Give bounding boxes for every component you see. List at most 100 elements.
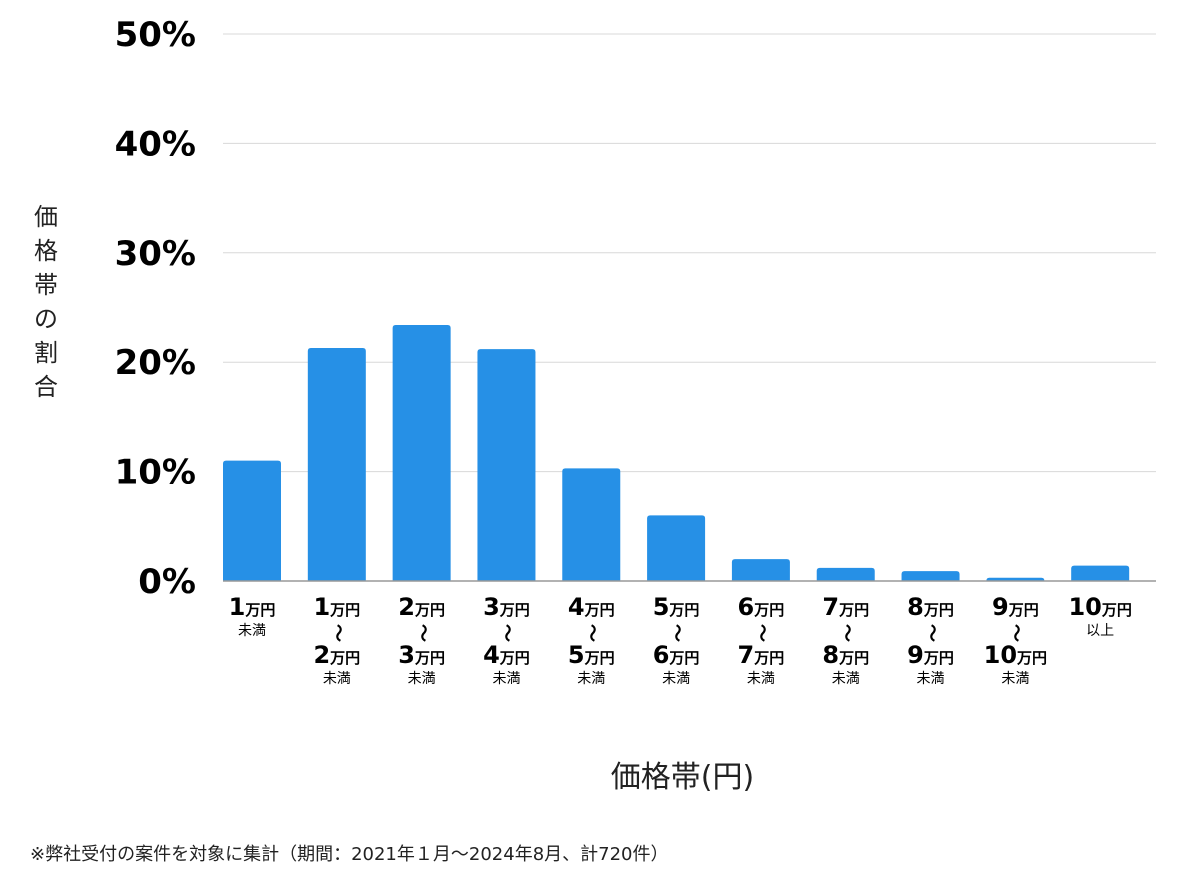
range-from: 6万円 — [719, 595, 803, 623]
bar — [986, 577, 1045, 581]
tilde-row: 〜 — [295, 623, 379, 643]
amount: 6 — [652, 641, 670, 669]
range-from: 9万円 — [973, 595, 1057, 623]
unit: 万円 — [923, 601, 954, 619]
unit: 万円 — [923, 649, 954, 667]
tilde-row: 〜 — [719, 623, 803, 643]
amount: 5 — [567, 641, 585, 669]
qualifier: 未満 — [746, 671, 775, 687]
tilde-row: 〜 — [804, 623, 888, 643]
bar — [392, 325, 451, 581]
bar — [816, 567, 875, 581]
footnote: ※弊社受付の案件を対象に集計（期間：2021年１月〜2024年8月、計720件） — [30, 844, 669, 865]
range-from: 7万円 — [804, 595, 888, 623]
bar — [647, 515, 706, 581]
x-tick-label: 7万円〜 8万円 未満 — [804, 595, 888, 688]
y-tick-label: 30% — [115, 234, 196, 274]
unit: 万円 — [669, 601, 700, 619]
tilde: 〜 — [835, 624, 857, 642]
range-to: 4万円 — [464, 643, 548, 671]
unit: 万円 — [1017, 649, 1048, 667]
bar — [307, 347, 366, 581]
bar — [223, 460, 281, 581]
tilde: 〜 — [411, 624, 433, 642]
tilde: 〜 — [326, 624, 348, 642]
x-axis-label: 価格帯(円) — [610, 760, 755, 795]
unit: 万円 — [414, 649, 445, 667]
bar — [477, 349, 536, 581]
unit: 万円 — [499, 649, 530, 667]
y-tick-label: 40% — [115, 124, 196, 164]
tilde: 〜 — [496, 624, 518, 642]
y-tick-label: 10% — [115, 453, 196, 493]
qualifier: 未満 — [831, 671, 860, 687]
bar — [901, 571, 960, 581]
range-from: 10万円 — [1058, 595, 1142, 623]
tilde: 〜 — [920, 624, 942, 642]
unit: 万円 — [754, 601, 785, 619]
amount: 5 — [652, 593, 670, 621]
range-to: 5万円 — [549, 643, 633, 671]
amount: 1 — [313, 593, 331, 621]
bar — [731, 559, 790, 581]
amount: 7 — [822, 593, 840, 621]
tilde: 〜 — [1005, 624, 1027, 642]
tilde-row: 〜 — [973, 623, 1057, 643]
unit: 万円 — [669, 649, 700, 667]
amount: 4 — [483, 641, 500, 669]
tilde: 〜 — [750, 624, 772, 642]
amount: 4 — [567, 593, 585, 621]
unit: 万円 — [499, 601, 530, 619]
amount: 8 — [822, 641, 840, 669]
tilde: 〜 — [666, 624, 688, 642]
tilde-row: 〜 — [380, 623, 464, 643]
range-to: 8万円 — [804, 643, 888, 671]
range-from: 5万円 — [634, 595, 718, 623]
unit: 万円 — [330, 601, 361, 619]
unit: 万円 — [584, 649, 615, 667]
x-tick-label: 2万円〜 3万円 未満 — [380, 595, 464, 688]
range-to: 3万円 — [380, 643, 464, 671]
amount: 10 — [1068, 593, 1102, 621]
qualifier: 未満 — [577, 671, 606, 687]
x-tick-label: 8万円〜 9万円 未満 — [889, 595, 973, 688]
x-tick-label: 1万円 未満 — [210, 595, 294, 640]
x-tick-label: 6万円〜 7万円 未満 — [719, 595, 803, 688]
amount: 3 — [398, 641, 415, 669]
range-to: 10万円 — [973, 643, 1057, 671]
x-tick-label: 3万円〜 4万円 未満 — [464, 595, 548, 688]
x-tick-label: 10万円 以上 — [1058, 595, 1142, 640]
range-from: 1万円 — [210, 595, 294, 623]
unit: 万円 — [1008, 601, 1039, 619]
amount: 10 — [983, 641, 1018, 669]
bar — [562, 468, 621, 581]
amount: 9 — [992, 593, 1009, 621]
y-axis-label: 価格帯の割合 — [34, 203, 58, 401]
y-tick-label: 50% — [115, 15, 196, 55]
y-tick-label: 0% — [138, 562, 196, 602]
amount: 2 — [398, 593, 415, 621]
range-to: 9万円 — [889, 643, 973, 671]
qualifier: 未満 — [916, 671, 945, 687]
range-to: 2万円 — [295, 643, 379, 671]
qualifier: 未満 — [1001, 671, 1030, 687]
range-from: 8万円 — [889, 595, 973, 623]
unit: 万円 — [754, 649, 785, 667]
unit: 万円 — [245, 601, 276, 619]
qualifier: 未満 — [492, 671, 521, 687]
qualifier: 未満 — [322, 671, 351, 687]
range-from: 1万円 — [295, 595, 379, 623]
unit: 万円 — [839, 601, 870, 619]
x-tick-label: 9万円〜 10万円 未満 — [973, 595, 1057, 688]
range-from: 3万円 — [464, 595, 548, 623]
amount: 6 — [737, 593, 755, 621]
range-from: 2万円 — [380, 595, 464, 623]
qualifier: 未満 — [407, 671, 436, 687]
range-from: 4万円 — [549, 595, 633, 623]
range-to: 6万円 — [634, 643, 718, 671]
qualifier: 未満 — [662, 671, 691, 687]
tilde-row: 〜 — [549, 623, 633, 643]
range-to: 7万円 — [719, 643, 803, 671]
amount: 1 — [228, 593, 246, 621]
